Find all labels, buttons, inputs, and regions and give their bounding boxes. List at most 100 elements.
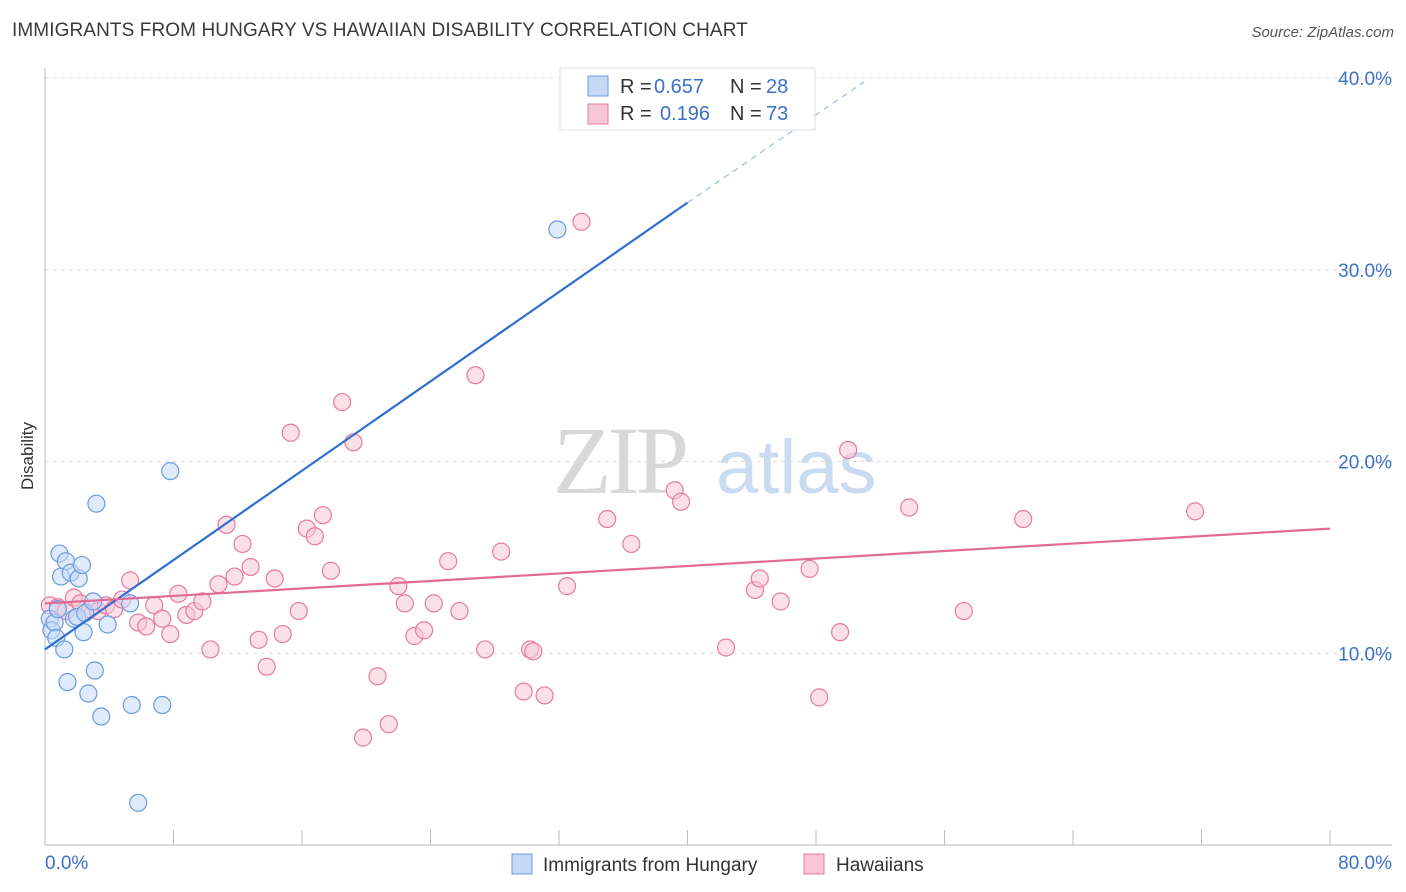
watermark-atlas: atlas [716, 425, 877, 510]
trend-line-hungary-extension [687, 81, 865, 204]
point-hawaiians [900, 498, 919, 517]
point-hungary [58, 672, 77, 692]
point-hawaiians [313, 506, 332, 525]
point-hawaiians [169, 584, 188, 603]
point-hawaiians [395, 594, 414, 613]
point-hawaiians [273, 624, 292, 644]
point-hungary [153, 695, 172, 715]
point-hawaiians [800, 559, 819, 578]
point-hawaiians [572, 212, 591, 231]
point-hawaiians [557, 577, 577, 596]
y-tick-labels: 10.0% 20.0% 30.0% 40.0% [1338, 69, 1392, 665]
point-hawaiians [193, 592, 212, 611]
stats-r-value-hawaiians: 0.196 [660, 103, 710, 125]
point-hawaiians [225, 567, 244, 586]
point-hawaiians [233, 534, 252, 554]
point-hungary [79, 684, 98, 703]
point-hungary [122, 695, 141, 715]
point-hawaiians [305, 527, 324, 546]
series-legend: Immigrants from Hungary Hawaiians [511, 853, 924, 876]
point-hawaiians [450, 601, 469, 621]
point-hungary [129, 793, 148, 812]
watermark-zip: ZIP [553, 407, 686, 514]
point-hawaiians [249, 630, 268, 649]
y-tick-label: 40.0% [1338, 69, 1392, 90]
point-hungary [87, 494, 106, 513]
point-hawaiians [750, 569, 769, 588]
point-hawaiians [289, 601, 308, 621]
point-hungary [92, 707, 111, 726]
point-hawaiians [379, 715, 398, 734]
stats-n-label-hungary: N = [730, 76, 762, 98]
point-hawaiians [368, 667, 387, 686]
stats-r-value-hungary: 0.657 [654, 76, 704, 98]
legend-swatch-hungary [511, 853, 533, 875]
point-hawaiians [241, 557, 260, 577]
point-hawaiians [265, 569, 284, 588]
y-tick-label: 10.0% [1338, 644, 1392, 665]
point-hawaiians [830, 623, 850, 642]
point-hawaiians [201, 640, 220, 659]
point-hungary [548, 220, 567, 239]
point-hawaiians [492, 542, 511, 561]
point-hawaiians [389, 577, 408, 596]
point-hawaiians [839, 440, 858, 460]
point-hawaiians [439, 552, 458, 571]
point-hawaiians [1014, 509, 1033, 529]
stats-n-value-hawaiians: 73 [766, 103, 788, 125]
trend-line-hungary [44, 201, 689, 651]
point-hawaiians [153, 609, 172, 628]
y-tick-label: 30.0% [1338, 261, 1392, 282]
point-hawaiians [954, 601, 973, 621]
point-hawaiians [257, 657, 276, 676]
point-hawaiians [137, 617, 156, 636]
point-hawaiians [716, 638, 736, 657]
stats-r-label-hungary: R = [620, 76, 652, 98]
point-hawaiians [161, 624, 180, 644]
x-tick-marks [173, 830, 1331, 845]
point-hawaiians [466, 366, 485, 385]
point-hawaiians [353, 728, 373, 747]
point-hawaiians [514, 682, 533, 701]
trend-line-hawaiians [44, 527, 1331, 605]
stats-legend-swatch-hungary [587, 75, 609, 97]
point-hawaiians [476, 640, 495, 659]
point-hawaiians [321, 561, 341, 580]
gridlines [45, 77, 1392, 654]
point-hungary [55, 640, 74, 659]
point-hawaiians [333, 392, 352, 412]
point-hungary [48, 600, 67, 619]
axes [44, 68, 1392, 846]
stats-n-label-hawaiians: N = [730, 103, 762, 125]
legend-label-hawaiians: Hawaiians [836, 855, 924, 876]
point-hawaiians [671, 492, 691, 511]
stats-legend: R = 0.657 N = 28 R = 0.196 N = 73 [559, 67, 816, 131]
stats-n-value-hungary: 28 [766, 76, 788, 98]
point-hungary [85, 661, 104, 680]
chart-title: IMMIGRANTS FROM HUNGARY VS HAWAIIAN DISA… [12, 20, 748, 41]
x-tick-label-min: 0.0% [45, 853, 88, 874]
point-hawaiians [1185, 502, 1205, 521]
legend-swatch-hawaiians [803, 853, 825, 875]
point-hawaiians [209, 575, 228, 594]
stats-r-label-hawaiians: R = [620, 103, 652, 125]
point-hawaiians [414, 621, 434, 640]
point-hungary [72, 555, 92, 575]
point-hawaiians [535, 686, 554, 705]
x-tick-label-max: 80.0% [1338, 853, 1392, 874]
point-hawaiians [424, 594, 443, 613]
point-hawaiians [622, 534, 641, 554]
point-hungary [161, 461, 180, 481]
trend-lines [44, 81, 1331, 651]
legend-label-hungary: Immigrants from Hungary [543, 855, 758, 876]
y-axis-label: Disability [18, 421, 37, 490]
point-hawaiians [524, 642, 543, 661]
point-hawaiians [344, 433, 363, 452]
point-hawaiians [281, 423, 300, 442]
point-hawaiians [771, 592, 790, 611]
point-hungary [98, 615, 117, 634]
point-hawaiians [598, 509, 617, 529]
source-label: Source: ZipAtlas.com [1251, 24, 1394, 41]
stats-legend-swatch-hawaiians [587, 103, 609, 125]
